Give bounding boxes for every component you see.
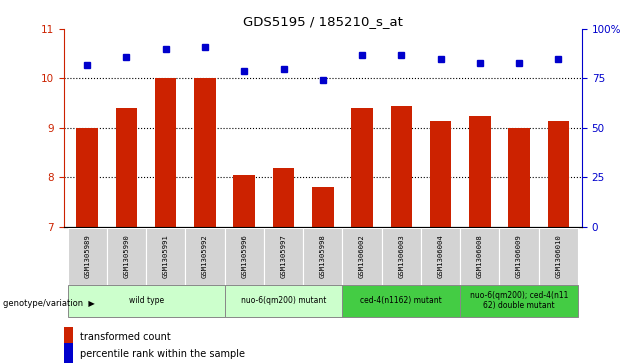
Bar — [351, 108, 373, 227]
Text: GSM1306003: GSM1306003 — [398, 234, 404, 278]
Text: GSM1305992: GSM1305992 — [202, 234, 208, 278]
Bar — [460, 228, 499, 285]
Bar — [194, 78, 216, 227]
Text: GSM1305989: GSM1305989 — [84, 234, 90, 278]
Bar — [342, 228, 382, 285]
Text: GSM1306004: GSM1306004 — [438, 234, 443, 278]
Text: nuo-6(qm200); ced-4(n11
62) double mutant: nuo-6(qm200); ced-4(n11 62) double mutan… — [470, 291, 569, 310]
Bar — [303, 228, 342, 285]
Text: GSM1306009: GSM1306009 — [516, 234, 522, 278]
Bar — [67, 285, 225, 317]
Bar — [273, 168, 294, 227]
Bar — [342, 285, 460, 317]
Bar — [233, 175, 255, 227]
Bar — [107, 228, 146, 285]
Bar — [185, 228, 225, 285]
Text: nuo-6(qm200) mutant: nuo-6(qm200) mutant — [241, 296, 326, 305]
Bar — [508, 128, 530, 227]
Bar — [225, 285, 342, 317]
Text: GSM1306002: GSM1306002 — [359, 234, 365, 278]
Text: genotype/variation  ▶: genotype/variation ▶ — [3, 299, 95, 307]
Text: GSM1305996: GSM1305996 — [241, 234, 247, 278]
Bar — [499, 228, 539, 285]
Text: transformed count: transformed count — [80, 332, 170, 342]
Text: GSM1305998: GSM1305998 — [320, 234, 326, 278]
Bar — [116, 108, 137, 227]
Bar — [155, 78, 177, 227]
Bar — [67, 228, 107, 285]
Bar — [225, 228, 264, 285]
Bar — [146, 228, 185, 285]
Bar — [76, 128, 98, 227]
Text: GSM1306010: GSM1306010 — [555, 234, 562, 278]
Text: GSM1305991: GSM1305991 — [163, 234, 169, 278]
Text: GSM1305990: GSM1305990 — [123, 234, 130, 278]
Text: wild type: wild type — [128, 296, 163, 305]
Bar — [264, 228, 303, 285]
Bar — [421, 228, 460, 285]
Bar — [312, 187, 333, 227]
Bar — [391, 106, 412, 227]
Bar — [539, 228, 578, 285]
Text: percentile rank within the sample: percentile rank within the sample — [80, 349, 244, 359]
Bar — [460, 285, 578, 317]
Bar — [430, 121, 452, 227]
Bar — [469, 115, 490, 227]
Text: ced-4(n1162) mutant: ced-4(n1162) mutant — [361, 296, 442, 305]
Title: GDS5195 / 185210_s_at: GDS5195 / 185210_s_at — [243, 15, 403, 28]
Text: GSM1306008: GSM1306008 — [477, 234, 483, 278]
Bar — [548, 121, 569, 227]
Bar — [382, 228, 421, 285]
Text: GSM1305997: GSM1305997 — [280, 234, 286, 278]
